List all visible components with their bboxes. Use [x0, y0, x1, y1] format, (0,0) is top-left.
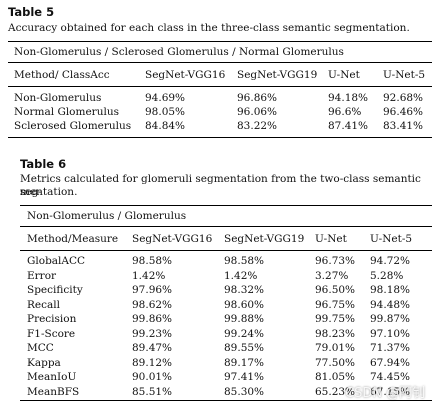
table6-row5-label: F1-Score	[27, 327, 76, 340]
table6-row8-unet5: 74.45%	[370, 371, 411, 383]
table5-row1-unet5: 96.46%	[383, 106, 424, 118]
table6-row4-label: Precision	[27, 313, 77, 325]
table5-row0-label: Non-Glomerulus	[14, 92, 102, 104]
table6-col-unet5: U-Net-5	[370, 233, 413, 245]
table6-row8-vgg16: 90.01%	[132, 371, 173, 383]
table6-row3-vgg16: 98.62%	[132, 298, 173, 311]
table6-row8-unet: 81.05%	[315, 371, 356, 383]
table6-row0-unet: 96.73%	[315, 255, 356, 267]
table5-top-rule	[8, 41, 432, 43]
table5-col-vgg16: SegNet-VGG16	[145, 69, 226, 81]
table5-row1-unet: 96.6%	[328, 106, 362, 118]
table5-row1-vgg16: 98.05%	[145, 106, 186, 118]
table6-row3-label: Recall	[27, 298, 60, 311]
table5-row0-unet: 94.18%	[328, 92, 369, 104]
table6-row1-vgg19: 1.42%	[224, 269, 258, 282]
table5-group-rule	[8, 62, 432, 63]
table6-row1-label: Error	[27, 269, 57, 282]
table6-row6-vgg19: 89.55%	[224, 342, 265, 354]
table6-row2-unet5: 98.18%	[370, 284, 411, 296]
table6-row8-vgg19: 97.41%	[224, 371, 265, 383]
table5-col-unet: U-Net	[328, 69, 360, 81]
table6-row3-unet5: 94.48%	[370, 298, 411, 311]
watermark: CSDN @阿钊	[345, 386, 426, 401]
table6-row9-vgg19: 85.30%	[224, 385, 265, 398]
table5-title: Table 5	[8, 5, 55, 19]
table6-row7-unet: 77.50%	[315, 356, 356, 369]
table5-row2-label: Sclerosed Glomerulus	[14, 120, 132, 132]
table5-caption: Accuracy obtained for each class in the …	[8, 22, 410, 34]
table5-col-unet5: U-Net-5	[383, 69, 426, 81]
table6-bottom-rule	[20, 400, 432, 402]
table6-row4-unet5: 99.87%	[370, 313, 411, 325]
table6-row2-vgg16: 97.96%	[132, 284, 173, 296]
table5-group-header: Non-Glomerulus / Sclerosed Glomerulus / …	[14, 46, 344, 58]
table6-col-vgg16: SegNet-VGG16	[132, 233, 213, 245]
table6-col-vgg19: SegNet-VGG19	[224, 233, 305, 245]
table6-row7-unet5: 67.94%	[370, 356, 411, 369]
table6-row2-label: Specificity	[27, 284, 83, 296]
table6-caption-line2: mentation.	[20, 186, 78, 198]
table6-row9-vgg16: 85.51%	[132, 385, 173, 398]
table5-col-vgg19: SegNet-VGG19	[237, 69, 318, 81]
table6-group-header: Non-Glomerulus / Glomerulus	[27, 210, 187, 222]
table6-group-rule	[20, 226, 432, 227]
table6-top-rule	[20, 205, 432, 207]
table6-row4-vgg16: 99.86%	[132, 313, 173, 325]
table6-row3-vgg19: 98.60%	[224, 298, 265, 311]
table5-row2-unet5: 83.41%	[383, 120, 424, 132]
table5-row0-vgg16: 94.69%	[145, 92, 186, 104]
table6-row7-vgg19: 89.17%	[224, 356, 265, 369]
table6-row2-vgg19: 98.32%	[224, 284, 265, 296]
table6-row0-vgg19: 98.58%	[224, 255, 265, 267]
table6-row2-unet: 96.50%	[315, 284, 356, 296]
table6-row0-label: GlobalACC	[27, 255, 86, 267]
table6-row8-label: MeanIoU	[27, 371, 77, 383]
table5-row1-label: Normal Glomerulus	[14, 106, 119, 118]
table6-row5-unet5: 97.10%	[370, 327, 411, 340]
table6-col-method: Method/Measure	[27, 233, 119, 245]
table6-row6-unet5: 71.37%	[370, 342, 411, 354]
table6-row7-label: Kappa	[27, 356, 61, 369]
table5-header-rule	[8, 86, 432, 87]
table6-row5-unet: 98.23%	[315, 327, 356, 340]
table6-row9-unet5: 67.15%	[370, 385, 411, 398]
table6-row3-unet: 96.75%	[315, 298, 356, 311]
table6-row6-unet: 79.01%	[315, 342, 356, 354]
table6-row0-vgg16: 98.58%	[132, 255, 173, 267]
table6-row1-vgg16: 1.42%	[132, 269, 166, 282]
table6-caption-line1: Metrics calculated for glomeruli segment…	[20, 173, 421, 198]
table5-bottom-rule	[8, 137, 432, 139]
table6-row6-label: MCC	[27, 342, 54, 354]
table6-row6-vgg16: 89.47%	[132, 342, 173, 354]
table5-row2-vgg19: 83.22%	[237, 120, 278, 132]
table6-row5-vgg19: 99.24%	[224, 327, 265, 340]
table6-header-rule	[20, 250, 432, 251]
table6-title: Table 6	[20, 157, 67, 171]
table5-row2-vgg16: 84.84%	[145, 120, 186, 132]
table6-row9-unet: 65.23%	[315, 385, 356, 398]
table6-row4-unet: 99.75%	[315, 313, 356, 325]
table6-row0-unet5: 94.72%	[370, 255, 411, 267]
table6-row4-vgg19: 99.88%	[224, 313, 265, 325]
table5-col-method: Method/ ClassAcc	[14, 69, 110, 81]
table6-row1-unet5: 5.28%	[370, 269, 404, 282]
table6-row9-label: MeanBFS	[27, 385, 80, 398]
table5-row0-vgg19: 96.86%	[237, 92, 278, 104]
table5-row0-unet5: 92.68%	[383, 92, 424, 104]
table6-row5-vgg16: 99.23%	[132, 327, 173, 340]
table6-col-unet: U-Net	[315, 233, 347, 245]
table6-row7-vgg16: 89.12%	[132, 356, 173, 369]
table6-row1-unet: 3.27%	[315, 269, 349, 282]
table5-row1-vgg19: 96.06%	[237, 106, 278, 118]
table5-row2-unet: 87.41%	[328, 120, 369, 132]
